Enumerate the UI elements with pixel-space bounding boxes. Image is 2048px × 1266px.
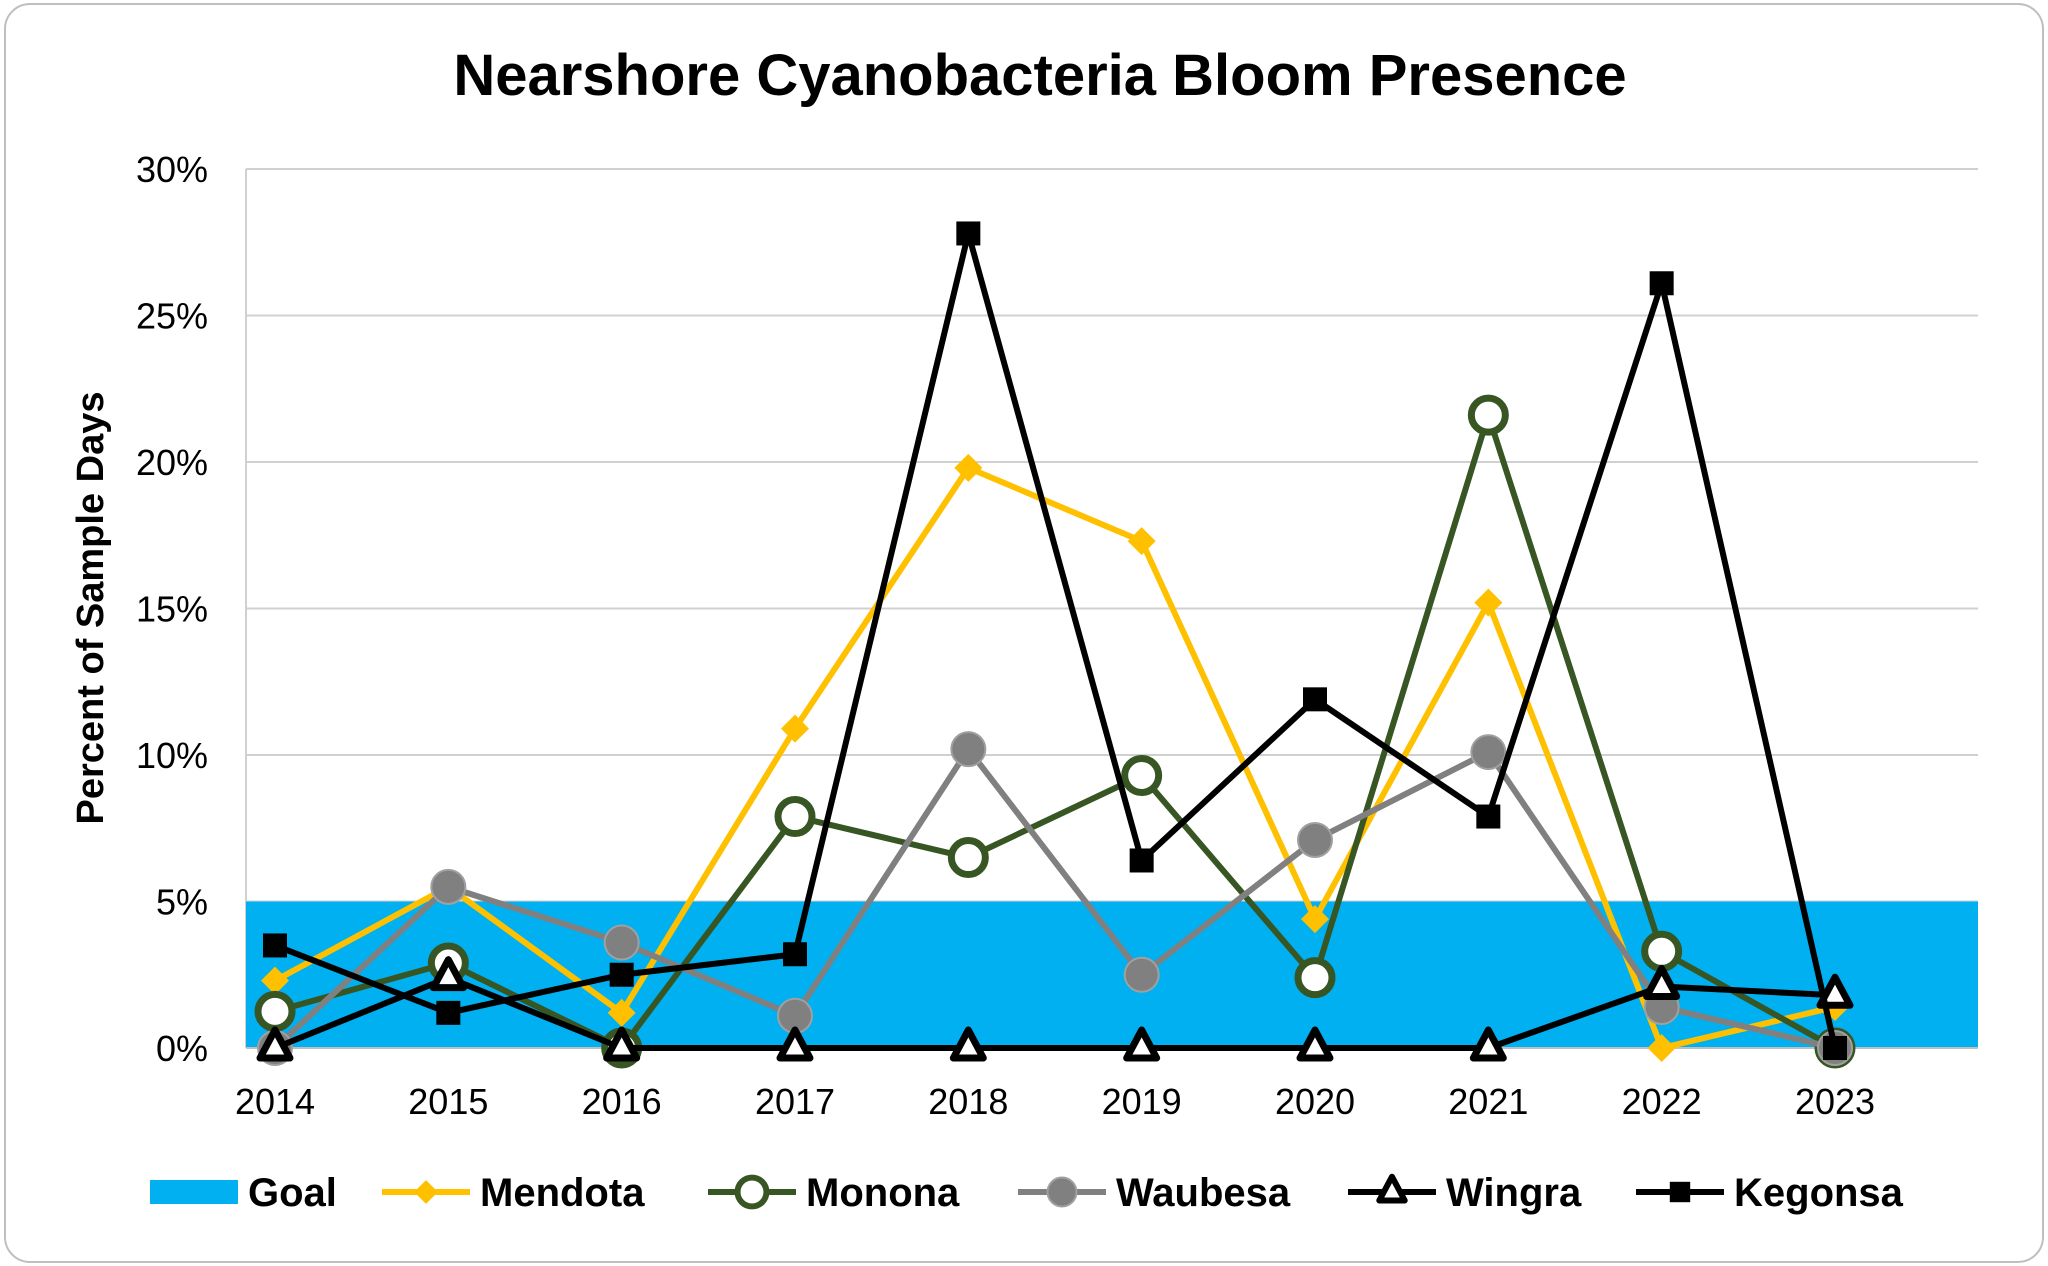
data-point-waubesa (950, 731, 987, 768)
data-point-monona (1467, 394, 1509, 436)
data-point-kegonsa (1303, 687, 1327, 712)
y-tick-label: 0% (156, 1028, 208, 1069)
y-tick-label: 10% (136, 735, 208, 776)
data-point-kegonsa (263, 933, 287, 958)
y-tick-label: 25% (136, 296, 208, 337)
data-point-kegonsa (1823, 1036, 1847, 1060)
chart-title: Nearshore Cyanobacteria Bloom Presence (453, 43, 1626, 108)
data-point-monona (947, 837, 989, 879)
chart-frame (4, 3, 2044, 1263)
data-point-wingra (1123, 1026, 1161, 1062)
data-point-mendota (1647, 1034, 1676, 1062)
y-axis-label: Percent of Sample Days (70, 392, 112, 825)
data-point-kegonsa (1476, 804, 1501, 829)
data-point-kegonsa (609, 962, 634, 987)
data-point-kegonsa (783, 942, 807, 967)
data-point-wingra (429, 956, 467, 992)
legend-item-goal: Goal (150, 1171, 337, 1215)
data-point-waubesa (1297, 821, 1333, 858)
data-point-waubesa (1123, 956, 1160, 993)
data-point-mendota (607, 998, 636, 1027)
x-tick-label: 2015 (408, 1081, 488, 1122)
legend-label: Waubesa (1116, 1171, 1291, 1215)
data-point-wingra (949, 1026, 987, 1062)
legend-label: Mendota (480, 1171, 645, 1215)
x-tick-label: 2021 (1448, 1081, 1528, 1122)
data-point-kegonsa (1649, 271, 1674, 296)
series-kegonsa (263, 221, 1847, 1060)
x-tick-label: 2023 (1795, 1081, 1875, 1122)
data-point-monona (1121, 755, 1163, 797)
data-point-monona (774, 796, 816, 838)
data-point-wingra (256, 1026, 294, 1062)
series-line-waubesa (272, 746, 1836, 1051)
data-point-kegonsa (1129, 848, 1154, 873)
legend-marker (414, 1180, 438, 1204)
x-tick-label: 2017 (755, 1081, 835, 1122)
series-line-monona (274, 412, 1837, 1051)
series-wingra (256, 956, 1854, 1062)
data-point-mendota (781, 714, 809, 743)
legend-item-kegonsa: Kegonsa (1636, 1171, 1904, 1215)
legend-label: Monona (806, 1171, 960, 1215)
x-tick-label: 2014 (235, 1081, 315, 1122)
legend-item-mendota: Mendota (382, 1171, 645, 1215)
x-tick-label: 2018 (928, 1081, 1008, 1122)
data-point-kegonsa (956, 221, 981, 246)
legend-item-monona: Monona (708, 1171, 960, 1215)
data-point-wingra (1469, 1026, 1507, 1062)
data-point-monona (254, 990, 296, 1032)
data-point-wingra (1816, 973, 1854, 1009)
legend-label: Goal (248, 1171, 337, 1215)
data-point-kegonsa (436, 1000, 461, 1025)
x-tick-label: 2016 (582, 1081, 662, 1122)
legend-item-waubesa: Waubesa (1018, 1171, 1291, 1215)
data-point-waubesa (1470, 734, 1507, 771)
y-tick-label: 15% (136, 589, 208, 630)
data-point-wingra (1296, 1026, 1334, 1062)
y-tick-label: 20% (136, 442, 208, 483)
data-point-wingra (1643, 964, 1681, 1000)
data-point-mendota (1127, 527, 1156, 556)
y-tick-label: 5% (156, 882, 208, 923)
data-point-mendota (261, 966, 289, 995)
data-point-monona (1294, 957, 1336, 999)
data-point-mendota (1474, 588, 1503, 617)
legend-marker (1046, 1176, 1078, 1208)
goal-band (246, 901, 1978, 1048)
legend-label: Kegonsa (1734, 1171, 1904, 1215)
x-tick-label: 2019 (1102, 1081, 1182, 1122)
data-point-waubesa (430, 868, 467, 905)
x-tick-label: 2022 (1622, 1081, 1702, 1122)
data-point-mendota (954, 453, 983, 482)
legend-label: Wingra (1446, 1171, 1582, 1215)
y-tick-label: 30% (136, 149, 208, 190)
series-line-wingra (273, 974, 1836, 1051)
legend-marker (1376, 1173, 1408, 1204)
data-point-wingra (776, 1026, 814, 1062)
legend-marker (734, 1174, 770, 1210)
data-point-waubesa (603, 924, 640, 961)
data-point-mendota (1301, 905, 1329, 934)
series-line-mendota (273, 464, 1836, 1051)
legend-swatch (150, 1180, 238, 1204)
data-point-monona (1641, 930, 1683, 972)
legend-item-wingra: Wingra (1348, 1171, 1582, 1215)
data-point-wingra (603, 1026, 641, 1062)
x-tick-label: 2020 (1275, 1081, 1355, 1122)
legend-marker (1669, 1181, 1691, 1203)
series-line-kegonsa (273, 230, 1838, 1049)
